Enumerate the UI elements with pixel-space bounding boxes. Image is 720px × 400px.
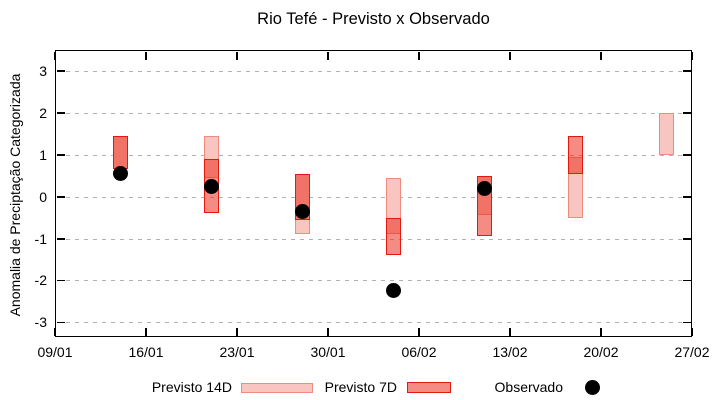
x-tick (418, 327, 420, 336)
y-tick (56, 321, 65, 324)
y-tick (56, 196, 65, 198)
legend-swatch-previsto-7d-icon (407, 382, 451, 393)
y-tick (56, 70, 65, 72)
x-tick-label: 23/01 (219, 344, 255, 360)
y-tick-label: 1 (39, 146, 47, 163)
plot-area (55, 50, 692, 337)
y-tick (56, 112, 65, 114)
x-tick (509, 327, 511, 336)
y-tick (682, 196, 691, 198)
y-tick (682, 154, 691, 156)
y-tick (682, 238, 691, 240)
y-tick (682, 70, 691, 72)
grid-line (57, 154, 690, 156)
x-tick (54, 327, 56, 336)
x-tick-label: 09/01 (37, 344, 73, 360)
legend-label-previsto-7d: Previsto 7D (324, 379, 397, 395)
x-tick (600, 51, 602, 60)
y-tick (56, 238, 65, 240)
x-tick (418, 51, 420, 60)
x-tick (600, 327, 602, 336)
y-tick-label: -1 (34, 230, 47, 247)
legend-label-observado: Observado (494, 379, 563, 395)
grid-line (57, 280, 690, 282)
x-tick-label: 30/01 (310, 344, 346, 360)
x-tick (509, 51, 511, 60)
forecast-14d-bar (658, 112, 674, 155)
x-tick-label: 13/02 (492, 344, 528, 360)
x-tick-label: 16/01 (128, 344, 164, 360)
x-tick-label: 06/02 (401, 344, 437, 360)
observed-dot (203, 178, 219, 194)
x-tick (236, 51, 238, 60)
x-tick (327, 51, 329, 60)
y-tick-label: 3 (39, 62, 47, 79)
grid-line (57, 238, 690, 240)
x-tick (327, 327, 329, 336)
y-tick (682, 279, 691, 282)
y-tick-label: -2 (34, 272, 47, 289)
observed-dot (112, 166, 128, 182)
observed-dot (294, 203, 310, 219)
x-tick (236, 327, 238, 336)
y-tick (682, 112, 691, 114)
x-tick (145, 51, 147, 60)
y-tick (56, 279, 65, 282)
forecast-7d-bar (567, 135, 583, 174)
y-tick (56, 154, 65, 156)
forecast-7d-bar (112, 135, 128, 170)
x-tick (691, 327, 693, 336)
legend-swatch-previsto-14d-icon (241, 383, 313, 393)
observed-dot (385, 283, 401, 299)
legend-observed-dot-icon (585, 380, 600, 395)
forecast-7d-bar (385, 217, 401, 256)
x-tick (691, 51, 693, 60)
chart-title: Rio Tefé - Previsto x Observado (257, 10, 490, 28)
x-tick-label: 27/02 (674, 344, 710, 360)
x-tick (54, 51, 56, 60)
y-tick (682, 321, 691, 324)
grid-line (57, 70, 690, 72)
grid-line (57, 112, 690, 114)
y-tick-label: -3 (34, 314, 47, 331)
legend-label-previsto-14d: Previsto 14D (151, 379, 232, 395)
grid-line (57, 196, 690, 198)
y-tick-label: 2 (39, 104, 47, 121)
y-tick-label: 0 (39, 188, 47, 205)
x-tick-label: 20/02 (583, 344, 619, 360)
grid-line (57, 322, 690, 324)
observed-dot (476, 180, 492, 196)
x-tick (145, 327, 147, 336)
